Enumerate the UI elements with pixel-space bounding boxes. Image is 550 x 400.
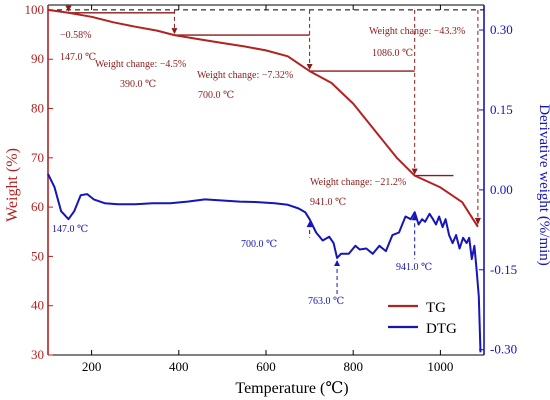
annotation-temp-147: 147.0 ℃: [60, 52, 96, 63]
legend-label-dtg: DTG: [426, 321, 457, 337]
tg-guide-arrow: [171, 28, 178, 35]
tg-guide-arrow: [411, 168, 418, 175]
y-left-tick-label: 40: [31, 298, 44, 313]
annotation-guides: [48, 5, 484, 297]
x-tick-label: 800: [343, 359, 363, 374]
annotation-temp-700: 700.0 ℃: [198, 90, 234, 101]
tg-guide-arrow: [306, 64, 313, 71]
y-right-tick-label: 0.30: [490, 22, 513, 37]
dtg-annotation-941: 941.0 ℃: [396, 262, 432, 273]
dtg-annotation-941-upper: 941.0 ℃: [310, 197, 346, 208]
x-tick-label: 400: [169, 359, 189, 374]
dtg-annotation-147: 147.0 ℃: [52, 224, 88, 235]
series-line-tg: [47, 8, 479, 228]
y-right-tick-label: -0.30: [490, 342, 517, 357]
y-left-tick-label: 80: [31, 101, 44, 116]
y-axis-left-label: Weight (%): [4, 148, 21, 222]
y-right-tick-label: 0.00: [490, 182, 513, 197]
series-line-dtg: [47, 173, 482, 353]
x-tick-label: 600: [256, 359, 276, 374]
annotation-temp-390: 390.0 ℃: [120, 79, 156, 90]
y-left-tick-label: 60: [31, 199, 44, 214]
y-left-tick-label: 70: [31, 150, 44, 165]
y-left-tick-label: 90: [31, 51, 44, 66]
axes: 200 400 600 800 1000 30 40 50 60 70 80 90 100 -0.30 -0…: [25, 2, 518, 374]
annotation-weight-change-3: Weight change: −7.32%: [197, 70, 293, 81]
annotation-temp-1086: 1086.0 ℃: [372, 48, 413, 59]
dtg-guide-arrow: [334, 260, 341, 267]
plot-frame: [47, 4, 485, 356]
tg-guide-arrow-1086: [474, 217, 481, 225]
y-axis-right-label: Derivative weight (%/min): [536, 104, 550, 266]
legend: TG DTG: [388, 300, 457, 337]
x-axis-label: Temperature (℃): [235, 380, 348, 397]
y-right-tick-label: -0.15: [490, 262, 517, 277]
series-lines: [47, 8, 482, 353]
dtg-guide-arrow: [306, 221, 313, 228]
y-left-tick-label: 50: [31, 248, 44, 263]
tg-guide-arrow: [65, 5, 72, 12]
annotation-weight-change-4: Weight change: −21.2%: [310, 177, 406, 188]
y-left-tick-label: 30: [31, 347, 44, 362]
legend-label-tg: TG: [426, 300, 446, 316]
dtg-annotation-700: 700.0 ℃: [241, 239, 277, 250]
dtg-annotation-763: 763.0 ℃: [308, 296, 344, 307]
y-left-tick-label: 100: [25, 2, 45, 17]
y-right-tick-label: 0.15: [490, 102, 513, 117]
annotation-weight-change-2: Weight change: −4.5%: [95, 59, 186, 70]
x-tick-label: 1000: [427, 359, 453, 374]
annotation-weight-change-5: Weight change: −43.3%: [369, 26, 465, 37]
annotation-weight-change-1: −0.58%: [60, 30, 91, 41]
x-tick-label: 200: [82, 359, 102, 374]
